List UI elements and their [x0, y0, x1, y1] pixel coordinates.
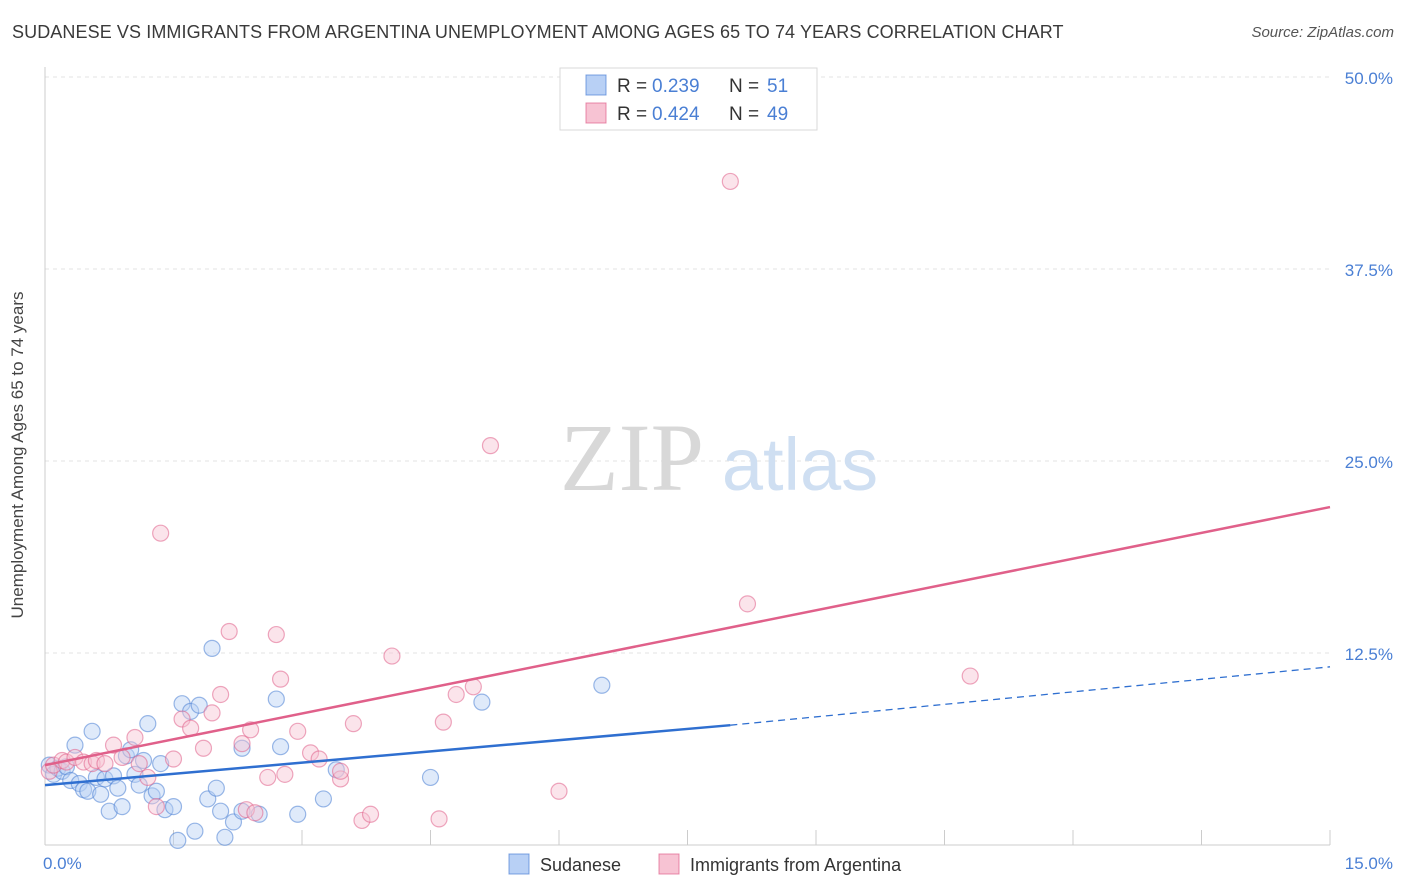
argentina-point [212, 685, 230, 704]
y-tick-label: 37.5% [1345, 261, 1393, 280]
sudanese-point [100, 802, 118, 820]
sudanese-point [186, 822, 204, 840]
source-credit: Source: ZipAtlas.com [1251, 24, 1394, 41]
legend: R = 0.239 N = 51 R = 0.424 N = 49 [559, 67, 818, 131]
argentina-point [271, 670, 290, 688]
y-tick-label: 12.5% [1345, 645, 1393, 664]
sudanese-point [271, 738, 290, 756]
sudanese-point [109, 779, 127, 797]
legend-r-value: 0.239 [652, 76, 700, 97]
sudanese-point [113, 797, 131, 816]
tick-labels: 12.5% 25.0% 37.5% 50.0% 0.0% 15.0% [43, 69, 1393, 873]
x-tick-label: 0.0% [43, 854, 82, 873]
argentina-point [344, 715, 362, 733]
argentina-point [353, 811, 371, 830]
argentina-point [430, 810, 448, 828]
bottom-legend: Sudanese Immigrants from Argentina [508, 853, 902, 875]
axes [44, 67, 1331, 846]
x-tick-label: 15.0% [1345, 854, 1393, 873]
bottom-legend-label-sudanese: Sudanese [540, 855, 621, 875]
bottom-legend-swatch-argentina [658, 853, 680, 875]
sudanese-trend-line [44, 723, 731, 787]
argentina-point [164, 750, 183, 768]
sudanese-point [92, 785, 110, 803]
argentina-point [361, 805, 380, 823]
sudanese-point [289, 805, 307, 823]
sudanese-point [267, 690, 285, 708]
watermark-zip: ZIP [560, 404, 704, 511]
argentina-point [126, 728, 144, 747]
legend-swatch-sudanese [585, 74, 607, 96]
sudanese-point [593, 676, 611, 694]
watermark-atlas: atlas [722, 423, 878, 506]
sudanese-point [203, 639, 221, 657]
argentina-point [447, 685, 465, 704]
argentina-point [233, 735, 251, 753]
sudanese-point [79, 782, 97, 800]
legend-swatch-argentina [585, 102, 607, 124]
bottom-legend-swatch-sudanese [508, 853, 530, 875]
argentina-point [383, 647, 401, 665]
argentina-point [96, 754, 114, 773]
sudanese-trend-extension [730, 666, 1331, 726]
trend-lines [44, 505, 1331, 787]
sudanese-point [190, 696, 208, 714]
sudanese-point [147, 782, 165, 800]
legend-r-label: R = [617, 76, 647, 97]
argentina-point [289, 722, 307, 740]
sudanese-point [421, 768, 440, 787]
chart-title: SUDANESE VS IMMIGRANTS FROM ARGENTINA UN… [12, 22, 1064, 42]
argentina-point [173, 710, 191, 728]
gridlines [45, 76, 1330, 654]
argentina-point [267, 625, 285, 644]
y-tick-label: 25.0% [1345, 453, 1393, 472]
argentina-point [203, 704, 221, 722]
sudanese-point [233, 739, 251, 757]
argentina-point [104, 736, 123, 754]
argentina-point [220, 622, 238, 641]
legend-r-label: R = [617, 104, 647, 125]
argentina-point [152, 524, 170, 542]
argentina-point [194, 739, 213, 757]
argentina-point [276, 765, 294, 783]
legend-r-value: 0.424 [652, 104, 700, 125]
sudanese-point [66, 736, 84, 754]
argentina-point [246, 804, 264, 822]
sudanese-point [152, 754, 170, 773]
sudanese-point [83, 722, 101, 740]
argentina-point [310, 750, 328, 768]
argentina-trend-line [44, 505, 1331, 767]
sudanese-point [216, 828, 234, 846]
legend-n-label: N = [729, 104, 759, 125]
sudanese-point [207, 779, 225, 797]
legend-n-value: 51 [767, 76, 788, 97]
sudanese-point [314, 790, 333, 808]
bottom-legend-label-argentina: Immigrants from Argentina [690, 855, 902, 875]
argentina-point [259, 768, 277, 787]
sudanese-point [139, 715, 157, 733]
sudanese-point [473, 693, 491, 711]
argentina-point [721, 172, 739, 191]
argentina-point [550, 782, 568, 800]
argentina-point [434, 713, 452, 731]
legend-n-value: 49 [767, 104, 788, 125]
sudanese-point [169, 831, 187, 849]
argentina-point [147, 797, 165, 816]
watermark: ZIP atlas [560, 404, 878, 511]
sudanese-point [164, 797, 183, 816]
y-tick-label: 50.0% [1345, 69, 1393, 88]
data-points [40, 172, 979, 849]
argentina-point [331, 762, 350, 780]
legend-n-label: N = [729, 76, 759, 97]
argentina-point [130, 754, 148, 773]
argentina-point [961, 667, 979, 685]
argentina-point [738, 595, 757, 613]
sudanese-point [212, 802, 230, 820]
argentina-point [481, 437, 500, 455]
